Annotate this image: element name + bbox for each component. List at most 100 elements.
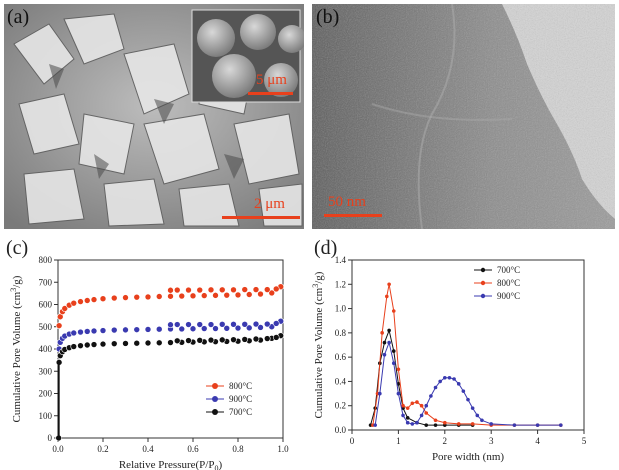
- y-tick-label: 1.0: [335, 304, 347, 314]
- data-point: [268, 289, 276, 297]
- data-point: [461, 389, 466, 393]
- series-2: [55, 332, 285, 442]
- legend-label: 800°C: [229, 381, 252, 391]
- data-point: [382, 352, 387, 357]
- panel-label-c: (c): [6, 237, 28, 259]
- plot-frame: [351, 259, 585, 431]
- tem-scale-bar: [324, 214, 382, 217]
- data-point: [212, 325, 219, 332]
- series-line: [374, 340, 561, 426]
- data-point: [196, 337, 204, 344]
- data-point: [419, 413, 424, 418]
- data-point: [200, 325, 208, 332]
- legend-label: 700°C: [497, 265, 520, 275]
- data-point: [110, 294, 118, 302]
- data-point: [70, 299, 78, 307]
- data-point: [223, 325, 231, 332]
- data-point: [110, 326, 118, 334]
- data-point: [245, 324, 253, 332]
- data-point: [452, 377, 456, 381]
- data-point: [178, 325, 186, 333]
- data-point: [218, 286, 226, 294]
- data-point: [99, 327, 107, 334]
- data-point: [173, 321, 181, 328]
- data-point: [480, 418, 484, 423]
- series-2: [373, 340, 563, 427]
- y-tick-label: 700: [39, 277, 53, 287]
- legend: 800°C 900°C 700°C: [206, 381, 252, 417]
- data-point: [433, 385, 438, 390]
- data-point: [218, 336, 226, 344]
- data-point: [391, 309, 396, 313]
- data-point: [429, 394, 433, 398]
- data-point: [83, 328, 91, 335]
- data-point: [405, 420, 410, 425]
- data-point: [396, 367, 401, 372]
- y-tick-label: 800: [39, 255, 53, 265]
- data-point: [144, 293, 152, 301]
- main-scale-bar: [222, 216, 300, 219]
- data-point: [410, 401, 415, 406]
- data-point: [252, 286, 260, 293]
- x-tick-label: 1: [396, 436, 401, 446]
- data-point: [167, 321, 174, 329]
- x-tick-label: 3: [489, 436, 494, 446]
- x-tick-label: 0: [350, 436, 355, 446]
- data-point: [200, 292, 208, 299]
- data-point: [61, 305, 69, 312]
- data-point: [263, 320, 271, 328]
- data-point: [252, 320, 260, 328]
- y-axis-label: Cumulative Pore Volume (cm3/g): [311, 271, 325, 418]
- x-axis-label: Relative Pressure(P/P0): [119, 459, 223, 470]
- data-point: [419, 403, 424, 408]
- y-tick-label: 0: [48, 433, 53, 443]
- legend-marker: [212, 409, 218, 415]
- data-point: [447, 375, 452, 380]
- legend-label: 900°C: [497, 291, 520, 301]
- data-point: [410, 422, 415, 426]
- tem-scale-label: 50 nm: [328, 194, 366, 210]
- data-point: [385, 294, 389, 299]
- data-point: [475, 413, 480, 418]
- data-point: [110, 340, 118, 347]
- data-point: [489, 422, 493, 426]
- x-tick-label: 0.4: [142, 444, 154, 454]
- legend-marker: [212, 396, 218, 402]
- data-point: [207, 286, 215, 294]
- data-point: [196, 321, 204, 328]
- data-point: [380, 331, 384, 335]
- data-point: [433, 423, 438, 427]
- data-point: [272, 334, 280, 341]
- data-point: [263, 335, 271, 342]
- legend-marker: [480, 280, 486, 286]
- data-point: [382, 340, 387, 345]
- tem-image: [312, 4, 615, 229]
- data-point: [241, 321, 249, 328]
- data-point: [144, 339, 152, 347]
- data-point: [456, 382, 461, 386]
- panel-label-a: (a): [7, 6, 30, 28]
- data-point: [470, 406, 475, 410]
- data-point: [424, 423, 429, 427]
- x-tick-label: 0.6: [187, 444, 199, 454]
- legend-label: 900°C: [229, 394, 252, 404]
- data-point: [70, 329, 78, 337]
- panel-label-b: (b): [316, 6, 340, 28]
- data-point: [207, 321, 215, 328]
- data-point: [167, 292, 174, 300]
- data-point: [55, 322, 63, 329]
- x-tick-label: 1.0: [277, 444, 289, 454]
- data-point: [99, 340, 107, 348]
- data-point: [189, 292, 197, 300]
- data-point: [185, 286, 192, 294]
- y-tick-label: 400: [39, 344, 53, 354]
- data-point: [133, 339, 141, 347]
- legend-label: 700°C: [229, 407, 252, 417]
- x-tick-label: 0.8: [232, 444, 244, 454]
- data-point: [178, 292, 186, 300]
- pore-distribution-chart: 0 1 2 3 4 5 0.0 0.2 0.4 0.6 0.8 1.0 1.2 1.4(d) Cumulat…: [311, 237, 587, 463]
- sem-image: [4, 4, 304, 229]
- data-point: [173, 337, 181, 345]
- data-point: [173, 286, 181, 294]
- y-tick-label: 0.2: [335, 401, 346, 411]
